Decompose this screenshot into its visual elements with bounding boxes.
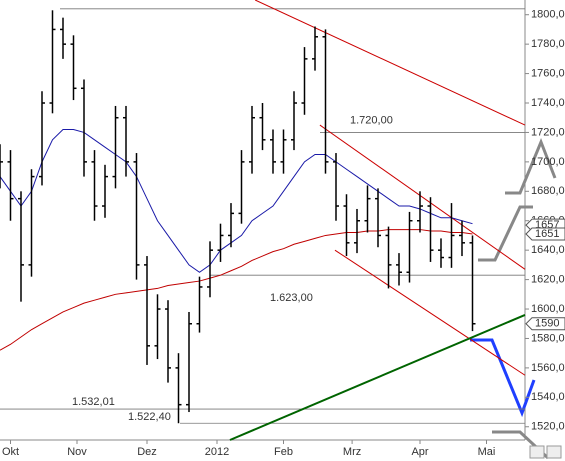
y-tick-label: 1760,00 <box>531 67 565 79</box>
level-label: 1.720,00 <box>350 114 393 126</box>
y-tick-label: 1680,00 <box>531 185 565 197</box>
moving-average <box>0 128 473 273</box>
y-tick-label: 1580,00 <box>531 332 565 344</box>
y-tick-label: 1560,00 <box>531 362 565 374</box>
x-tick-label: 2012 <box>205 446 229 458</box>
y-tick-label: 1740,00 <box>531 97 565 109</box>
y-tick-label: 1520,00 <box>531 421 565 433</box>
level-label: 1.623,00 <box>270 292 313 304</box>
y-tick-label: 1700,00 <box>531 156 565 168</box>
y-tick-label: 1540,00 <box>531 391 565 403</box>
y-tick-label: 1620,00 <box>531 274 565 286</box>
y-tick-label: 1640,00 <box>531 244 565 256</box>
projection-gray <box>505 137 557 195</box>
y-tick-label: 1780,00 <box>531 38 565 50</box>
x-tick-label: Apr <box>411 446 428 458</box>
projection-gray <box>478 205 533 262</box>
nav-button[interactable] <box>546 445 562 459</box>
x-tick-label: Mrz <box>343 446 361 458</box>
y-tick-label: 1600,00 <box>531 303 565 315</box>
level-label: 1.522,40 <box>128 411 171 423</box>
y-tick-label: 1800,00 <box>531 9 565 21</box>
trendline <box>254 0 526 126</box>
price-tag <box>525 317 565 331</box>
y-tick-label: 1720,00 <box>531 126 565 138</box>
x-tick-label: Nov <box>67 446 87 458</box>
price-tag <box>525 227 565 241</box>
x-tick-label: Feb <box>274 446 293 458</box>
price-tag-label: 1651 <box>535 228 559 240</box>
trendline <box>319 124 526 270</box>
nav-button[interactable] <box>529 445 545 459</box>
x-tick-label: Mai <box>478 446 496 458</box>
x-tick-label: Okt <box>2 446 19 458</box>
level-label: 1.532,01 <box>72 396 115 408</box>
trendline <box>229 313 526 441</box>
projection-blue <box>470 338 536 418</box>
moving-average <box>0 229 473 351</box>
x-tick-label: Dez <box>137 446 157 458</box>
price-tag-label: 1590 <box>535 318 559 330</box>
nav-icons[interactable] <box>529 445 562 459</box>
trendline <box>334 249 526 376</box>
